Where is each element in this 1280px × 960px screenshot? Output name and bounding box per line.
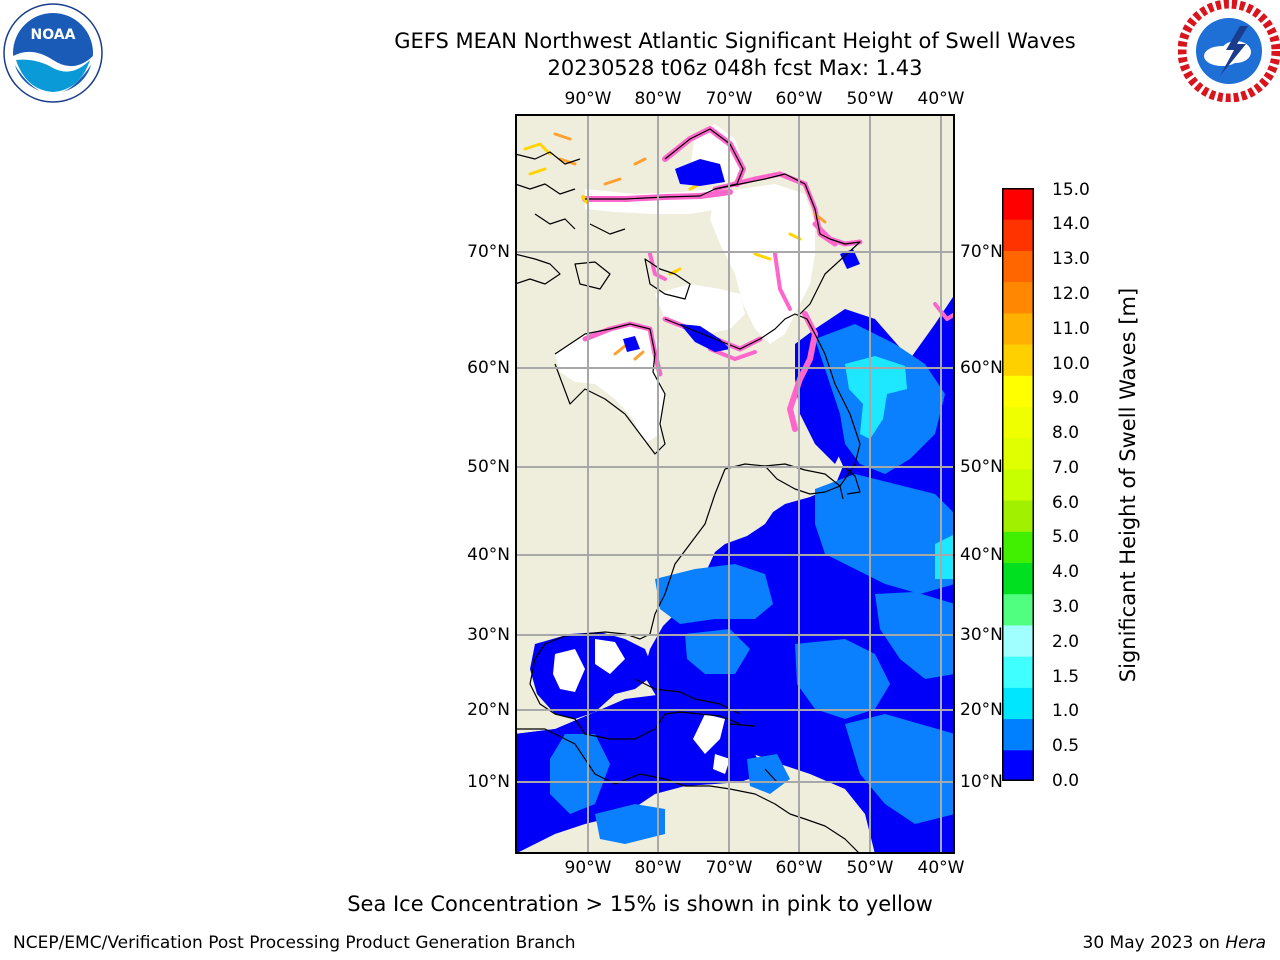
colorbar-tick: 15.0 — [1052, 180, 1090, 200]
lon-tick-top: 50°W — [846, 89, 894, 109]
colorbar-band — [1002, 500, 1034, 532]
colorbar-tick: 6.0 — [1052, 493, 1080, 513]
figure-title: GEFS MEAN Northwest Atlantic Significant… — [394, 29, 1076, 53]
colorbar-band — [1002, 375, 1034, 407]
colorbar-tick: 13.0 — [1052, 249, 1090, 269]
lat-tick-left: 70°N — [467, 242, 510, 262]
ice-interior-water — [623, 159, 860, 352]
colorbar-band — [1002, 624, 1034, 657]
colorbar-tick: 10.0 — [1052, 354, 1090, 374]
lon-tick-bottom: 70°W — [705, 858, 753, 878]
lat-tick-left: 60°N — [467, 358, 510, 378]
colorbar-band — [1002, 718, 1034, 751]
colorbar — [1002, 188, 1034, 781]
colorbar-tick: 3.0 — [1052, 597, 1080, 617]
lat-tick-left: 20°N — [467, 700, 510, 720]
lon-tick-top: 40°W — [917, 89, 965, 109]
lat-tick-right: 10°N — [960, 772, 1003, 792]
lon-tick-bottom: 40°W — [917, 858, 965, 878]
nws-logo — [1178, 0, 1280, 102]
colorbar-band — [1002, 687, 1034, 720]
colorbar-band — [1002, 281, 1034, 314]
colorbar-tick: 11.0 — [1052, 319, 1090, 339]
colorbar-tick: 4.0 — [1052, 562, 1080, 582]
lat-tick-right: 40°N — [960, 545, 1003, 565]
lat-tick-right: 20°N — [960, 700, 1003, 720]
noaa-logo: NOAA — [3, 3, 103, 103]
figure-subtitle: 20230528 t06z 048h fcst Max: 1.43 — [547, 56, 923, 80]
hudson-bay — [555, 324, 665, 444]
colorbar-label: Significant Height of Swell Waves [m] — [1116, 287, 1140, 683]
colorbar-tick: 0.0 — [1052, 771, 1080, 791]
lon-tick-bottom: 60°W — [775, 858, 823, 878]
no-data-specks — [553, 639, 730, 774]
colorbar-band — [1002, 468, 1034, 501]
colorbar-tick: 8.0 — [1052, 423, 1080, 443]
lat-tick-left: 50°N — [467, 457, 510, 477]
lat-tick-left: 40°N — [467, 545, 510, 565]
colorbar-band — [1002, 531, 1034, 564]
swell-height-map — [515, 114, 955, 854]
noaa-logo-text: NOAA — [31, 27, 76, 43]
footer-credit: NCEP/EMC/Verification Post Processing Pr… — [13, 933, 576, 953]
colorbar-band — [1002, 562, 1034, 595]
footer-date-text: 30 May 2023 on — [1082, 933, 1226, 953]
lat-tick-left: 30°N — [467, 625, 510, 645]
lon-tick-top: 60°W — [775, 89, 823, 109]
colorbar-tick: 1.5 — [1052, 667, 1080, 687]
colorbar-tick: 1.0 — [1052, 701, 1080, 721]
lon-tick-top: 70°W — [705, 89, 753, 109]
colorbar-band — [1002, 312, 1034, 345]
colorbar-band — [1002, 406, 1034, 439]
colorbar-tick: 9.0 — [1052, 388, 1080, 408]
lon-tick-top: 90°W — [564, 89, 612, 109]
colorbar-tick: 7.0 — [1052, 458, 1080, 478]
footer-date: 30 May 2023 on Hera — [1083, 932, 1267, 954]
colorbar-band — [1002, 656, 1034, 688]
colorbar-band — [1002, 593, 1034, 626]
footer-host: Hera — [1225, 933, 1266, 953]
colorbar-tick: 5.0 — [1052, 527, 1080, 547]
colorbar-band — [1002, 250, 1034, 283]
lat-tick-right: 70°N — [960, 242, 1003, 262]
lon-tick-top: 80°W — [634, 89, 682, 109]
colorbar-band — [1002, 437, 1034, 470]
colorbar-band — [1002, 219, 1034, 251]
colorbar-tick: 14.0 — [1052, 214, 1090, 234]
sea-ice-note: Sea Ice Concentration > 15% is shown in … — [347, 892, 933, 916]
lon-tick-bottom: 90°W — [564, 858, 612, 878]
lon-tick-bottom: 50°W — [846, 858, 894, 878]
lat-tick-right: 60°N — [960, 358, 1003, 378]
graticule — [515, 114, 955, 854]
colorbar-frame — [1002, 188, 1034, 781]
colorbar-tick: 12.0 — [1052, 284, 1090, 304]
lat-tick-right: 50°N — [960, 457, 1003, 477]
lon-tick-bottom: 80°W — [634, 858, 682, 878]
colorbar-band — [1002, 188, 1034, 220]
colorbar-band — [1002, 749, 1034, 781]
lat-tick-right: 30°N — [960, 625, 1003, 645]
colorbar-band — [1002, 344, 1034, 376]
colorbar-tick: 0.5 — [1052, 736, 1080, 756]
lat-tick-left: 10°N — [467, 772, 510, 792]
colorbar-tick: 2.0 — [1052, 632, 1080, 652]
